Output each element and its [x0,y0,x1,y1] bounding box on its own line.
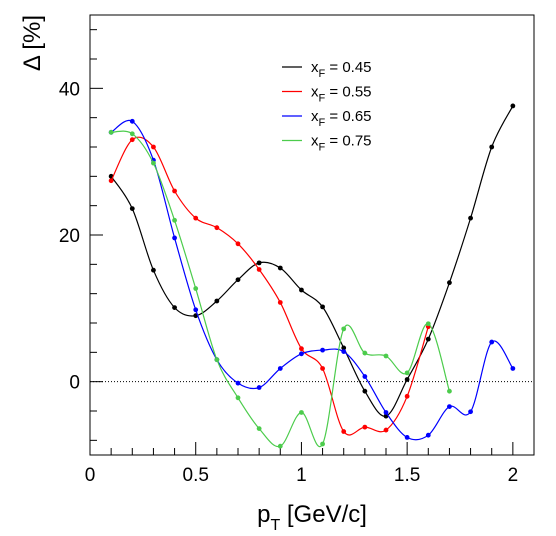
data-point [235,395,241,401]
data-point [404,370,410,376]
data-point [362,424,368,430]
data-point [362,350,368,356]
data-point [299,346,304,352]
data-point [320,366,325,371]
data-point [235,277,241,283]
data-point [129,131,135,137]
series-line-1 [110,136,429,436]
data-point [362,374,368,379]
data-point [277,443,283,449]
y-axis-title: Δ [%] [19,15,46,71]
data-point [277,300,283,305]
data-point [383,353,389,359]
data-point [383,410,389,415]
data-point [193,307,199,313]
data-point [341,326,347,332]
data-point [129,118,135,124]
data-point [299,410,304,415]
series-line-0 [110,105,514,417]
data-point [277,265,283,271]
data-point [383,427,389,433]
data-point [172,217,177,223]
data-point [172,235,177,241]
data-point [214,225,220,231]
data-point [172,188,177,194]
data-point [510,103,516,109]
x-tick-label: 1 [296,465,307,486]
x-tick-label: 0.5 [183,465,209,486]
data-point [108,129,114,135]
data-point [320,304,325,310]
series-group [108,103,516,449]
legend-label-2: xF = 0.65 [311,108,372,129]
data-point [425,336,431,342]
data-point [235,380,241,386]
data-point [151,144,156,150]
data-point [256,385,262,390]
data-point [320,441,325,447]
data-point [235,241,241,247]
data-point [447,404,452,409]
x-tick-label: 2 [508,465,519,486]
data-point [447,388,452,394]
data-point [341,429,347,434]
data-point [214,298,220,304]
data-point [320,347,325,353]
data-point [256,426,262,431]
data-point [129,137,135,143]
data-point [341,345,347,351]
data-point [404,393,410,399]
data-point [362,388,368,394]
x-tick-label: 1.5 [394,465,420,486]
data-point [299,287,304,293]
x-tick-label: 0 [85,465,96,486]
data-point [404,377,410,382]
data-point [214,357,220,363]
y-tick-label: 40 [59,79,80,100]
data-point [404,435,410,440]
data-point [129,206,135,212]
series-line-2 [110,119,514,441]
data-point [425,432,431,438]
data-point [193,215,199,221]
plot-frame [89,14,535,456]
data-point [193,286,199,291]
data-point [256,260,262,266]
data-point [108,178,114,184]
data-point [256,267,262,272]
data-point [447,280,452,286]
data-point [489,339,495,345]
data-point [468,215,473,221]
data-point [425,321,431,327]
y-tick-label: 20 [59,226,80,247]
legend-label-3: xF = 0.75 [311,133,372,154]
data-point [510,366,516,371]
data-point [489,144,495,150]
data-point [151,160,156,166]
data-point [299,351,304,357]
data-point [341,349,347,354]
data-point [172,305,177,310]
y-tick-label: 0 [69,373,80,394]
x-axis-title: pT [GeV/c] [257,501,367,534]
data-point [277,366,283,371]
data-point [468,409,473,415]
legend-label-1: xF = 0.55 [311,84,372,105]
legend-label-0: xF = 0.45 [311,59,372,80]
data-point [151,267,156,273]
